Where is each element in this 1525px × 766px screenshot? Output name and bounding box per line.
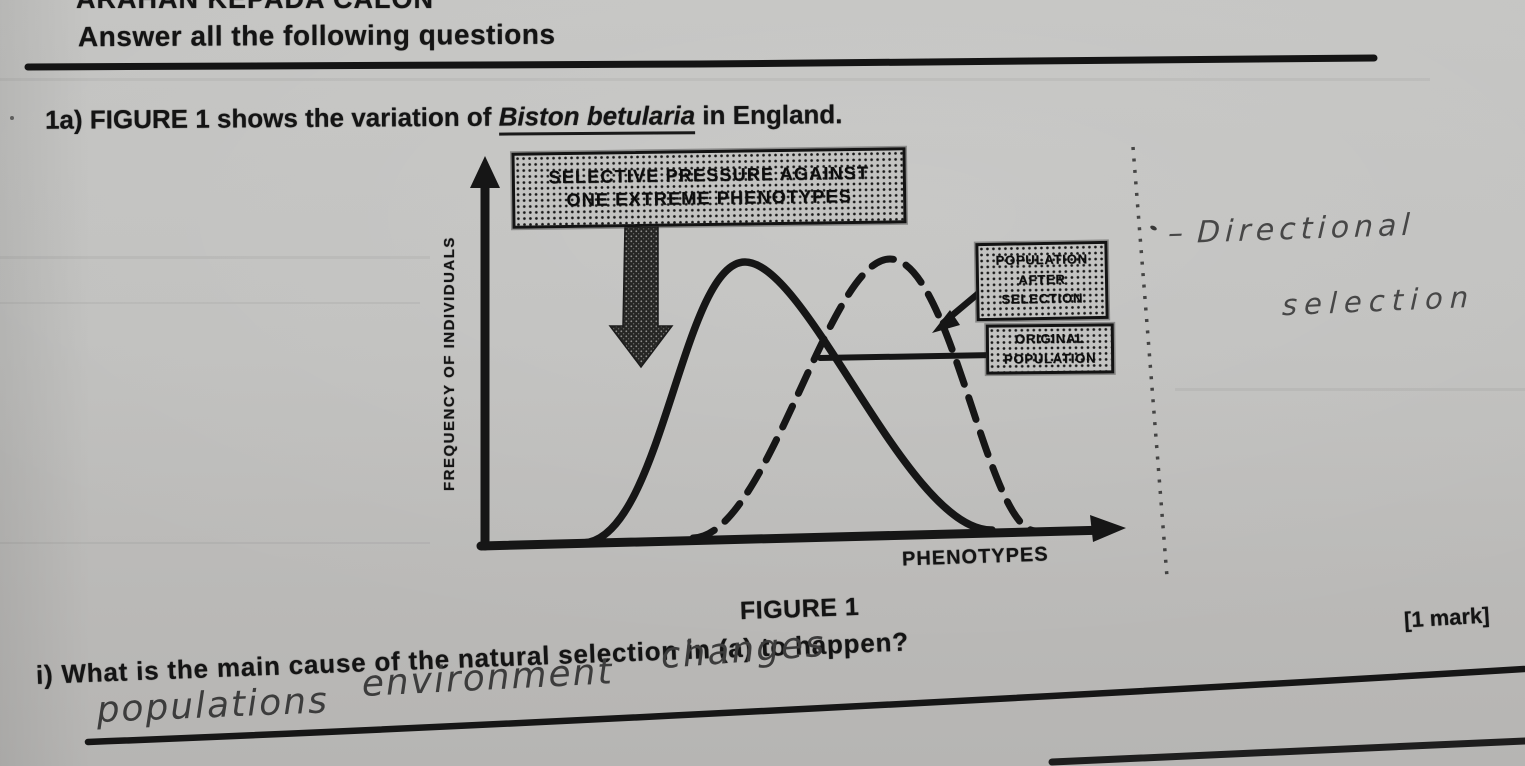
species-name: Biston betularia — [498, 100, 696, 136]
figure-1 — [440, 140, 1140, 600]
after-box-line3: SELECTION — [1001, 290, 1084, 307]
original-population-connector — [817, 352, 999, 361]
answer-line-2 — [1048, 737, 1525, 766]
after-selection-connector-arrowhead — [932, 310, 960, 333]
answer-line-1 — [84, 665, 1525, 746]
figure-1-plot — [470, 156, 1126, 551]
question-1a-prefix: 1a) FIGURE 1 shows the variation of — [44, 101, 499, 135]
selective-pressure-label-box: SELECTIVE PRESSURE AGAINST ONE EXTREME P… — [511, 147, 907, 229]
pressure-box-line2: ONE EXTREME PHENOTYPES — [566, 186, 852, 211]
after-box-line2: AFTER — [1018, 271, 1066, 287]
question-1a-text: 1a) FIGURE 1 shows the variation of Bist… — [45, 99, 843, 136]
margin-dotted-line — [1131, 146, 1169, 578]
question-1a-suffix: in England. — [695, 99, 843, 131]
x-axis — [476, 525, 1113, 551]
stray-mark — [10, 116, 14, 120]
y-axis-label: FREQUENCY OF INDIVIDUALS — [441, 236, 458, 492]
after-box-line1: POPULATION — [995, 251, 1088, 268]
original-box-line1: ORIGINAL — [1014, 330, 1085, 347]
original-population-box: ORIGINAL POPULATION — [985, 323, 1115, 375]
figure-caption: FIGURE 1 — [739, 592, 860, 626]
x-axis-arrowhead — [1090, 515, 1126, 542]
instructions-heading: Answer all the following questions — [77, 18, 556, 53]
handwritten-dash: – — [1167, 215, 1184, 252]
y-axis-arrowhead — [470, 156, 500, 188]
selective-pressure-down-arrow — [608, 225, 674, 369]
heading-underline — [24, 54, 1378, 71]
original-box-line2: POPULATION — [1003, 350, 1097, 367]
marks-badge: [1 mark] — [1403, 602, 1491, 633]
top-cutoff-heading: ARAHAN KEPADA CALON — [76, 0, 434, 15]
population-after-selection-box: POPULATION AFTER SELECTION — [975, 240, 1109, 322]
original-population-curve — [579, 258, 996, 547]
after-selection-curve — [689, 255, 1040, 542]
